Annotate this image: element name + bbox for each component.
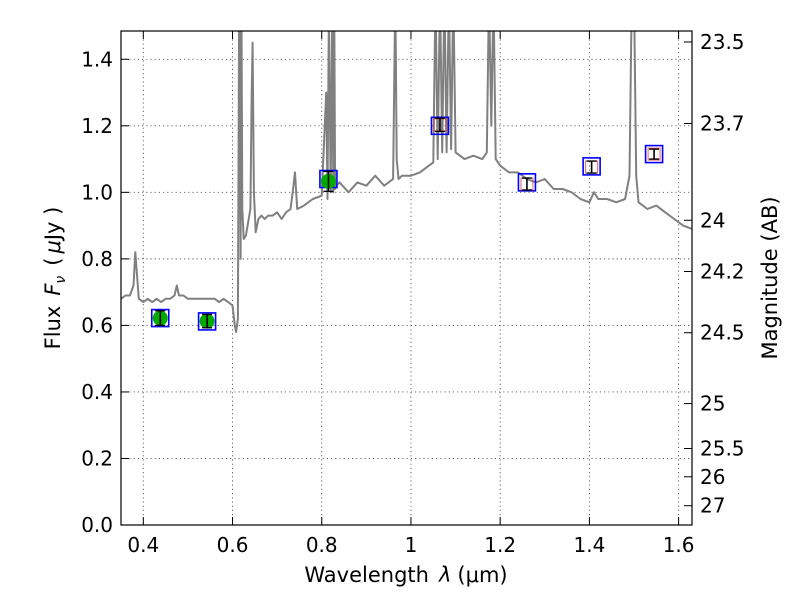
axis-ticks: 0.4 0.6 0.8 1 1.2 1.4 1.6 0.0 0.2 0.4 0.6 0.8 1.0 1.2… — [81, 30, 744, 557]
y-tick-label: 0.4 — [81, 380, 113, 404]
x-tick-label: 1.6 — [663, 533, 695, 557]
y2-tick-label: 23.7 — [700, 111, 745, 135]
y2-tick-label: 25.5 — [700, 436, 745, 460]
y-tick-label: 0.6 — [81, 313, 113, 337]
y-tick-label: 1.0 — [81, 180, 113, 204]
y-tick-label: 0.8 — [81, 247, 113, 271]
y2-tick-label: 26 — [700, 465, 725, 489]
model-photometry-box — [197, 312, 217, 331]
x-tick-label: 1.4 — [573, 533, 605, 557]
model-spectrum-line — [121, 31, 692, 334]
model-spectrum — [121, 31, 692, 334]
y2-tick-label: 23.5 — [700, 30, 745, 54]
x-tick-label: 0.8 — [306, 533, 338, 557]
y2-tick-label: 25 — [700, 392, 725, 416]
x-tick-label: 1.2 — [484, 533, 516, 557]
y-tick-label: 0.2 — [81, 446, 113, 470]
y2-axis-title: Magnitude (AB) — [758, 196, 782, 359]
model-photometry-box — [430, 116, 450, 136]
x-tick-label: 0.6 — [217, 533, 249, 557]
x-tick-label: 1 — [405, 533, 418, 557]
plot-frame — [120, 30, 693, 526]
x-axis-title: Wavelength λ (μm) — [304, 563, 507, 587]
y2-tick-label: 24 — [700, 208, 725, 232]
y2-tick-label: 27 — [700, 494, 725, 518]
observed-point-open — [647, 147, 661, 161]
y-tick-label: 1.2 — [81, 114, 113, 138]
model-photometry-box — [150, 308, 170, 328]
y-tick-label: 0.0 — [81, 513, 113, 537]
grid-lines — [121, 31, 692, 526]
y-axis-title: FluxFν(μJy ) — [41, 207, 69, 350]
model-photometry-box — [582, 157, 601, 176]
photometry-points — [150, 116, 664, 331]
x-tick-label: 0.4 — [127, 533, 159, 557]
y2-tick-label: 24.2 — [700, 260, 745, 284]
y-tick-label: 1.4 — [81, 47, 113, 71]
y2-tick-label: 24.5 — [700, 321, 745, 345]
model-photometry-box — [517, 173, 537, 192]
model-photometry-box — [644, 144, 664, 164]
